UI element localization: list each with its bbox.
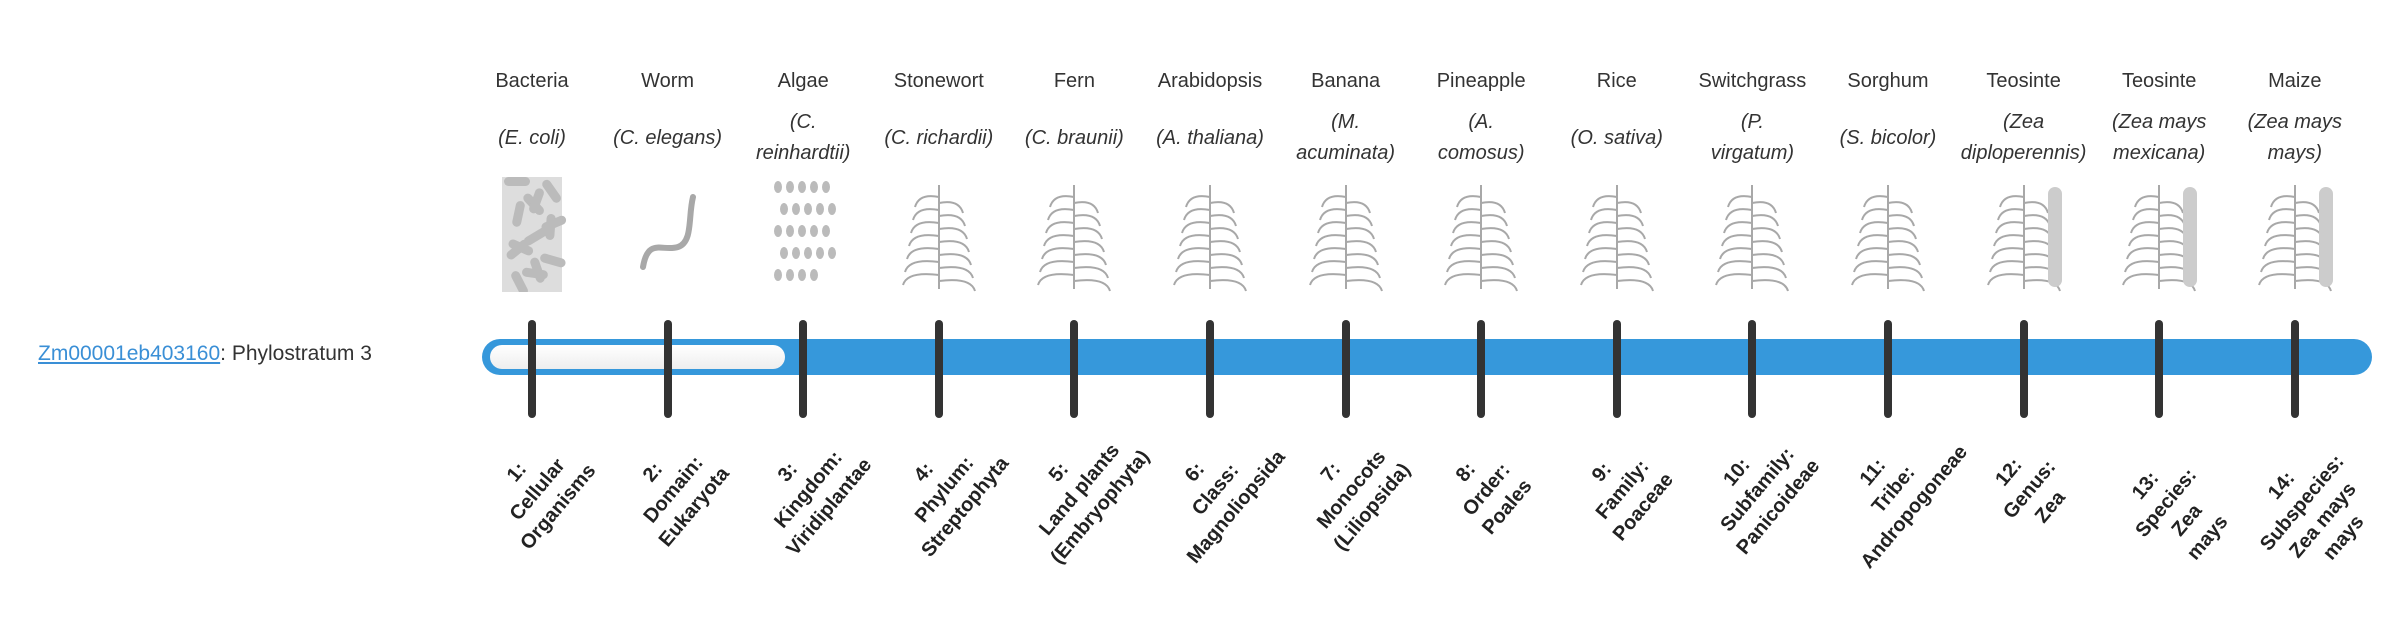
organism-common-name: Teosinte (1986, 70, 2061, 92)
organism-scientific-name: (C. reinhardtii) (755, 111, 851, 164)
arabidopsis-icon (1160, 177, 1260, 292)
stratum-tick (663, 320, 672, 418)
rice-icon (1567, 177, 1667, 292)
stonewort-icon (889, 177, 989, 292)
stratum-tick (1748, 320, 1757, 418)
stratum-tick (934, 320, 943, 418)
fern-icon (1024, 177, 1124, 292)
stratum-tick (1070, 320, 1079, 418)
pineapple-icon (1431, 177, 1531, 292)
organism-common-name: Rice (1596, 70, 1637, 92)
organism-scientific-name: (Zea mays mays) (2247, 111, 2343, 164)
stratum-tick (1884, 320, 1892, 418)
phylostratum-bar (482, 339, 2372, 375)
organism-common-name: Fern (1053, 70, 1095, 92)
banana-icon (1296, 177, 1396, 292)
organism-scientific-name: (C. richardii) (884, 126, 994, 149)
organism-common-name: Bacteria (495, 70, 569, 92)
organism-common-name: Worm (641, 70, 695, 92)
teosinte-icon (2109, 177, 2209, 292)
stratum-tick (1206, 320, 1214, 418)
organism-scientific-name: (A. comosus) (1437, 111, 1525, 164)
stratum-tick (1477, 320, 1486, 418)
organism-scientific-name: (E. coli) (498, 126, 566, 149)
organism-scientific-name: (A. thaliana) (1156, 126, 1264, 149)
stratum-tick (1341, 320, 1350, 418)
organism-common-name: Stonewort (893, 70, 984, 92)
phylostratum-bar-empty-track (490, 345, 786, 369)
stratum-tick (1612, 320, 1621, 418)
switchgrass-icon (1702, 177, 1802, 292)
organism-common-name: Banana (1311, 70, 1381, 92)
teosinte-icon (1974, 177, 2074, 292)
organism-scientific-name: (P. virgatum) (1710, 111, 1795, 164)
bacteria-icon (482, 177, 582, 296)
algae-icon (753, 177, 853, 292)
gene-id-link[interactable]: Zm00001eb403160 (38, 342, 221, 365)
organism-scientific-name: (S. bicolor) (1839, 126, 1937, 149)
organism-common-name: Switchgrass (1698, 70, 1807, 92)
organism-scientific-name: (Zea mays mexicana) (2111, 111, 2207, 164)
stratum-tick (2155, 320, 2164, 418)
stratum-tick (799, 320, 808, 418)
organism-scientific-name: (M. acuminata) (1296, 111, 1396, 164)
organism-common-name: Algae (777, 70, 829, 92)
organism-common-name: Teosinte (2121, 70, 2197, 92)
maize-icon (2245, 177, 2345, 292)
organism-common-name: Pineapple (1436, 70, 1526, 92)
organism-common-name: Sorghum (1847, 70, 1929, 92)
sorghum-icon (1838, 177, 1938, 292)
worm-icon (618, 177, 718, 292)
organism-scientific-name: (C. elegans) (613, 126, 723, 149)
organism-scientific-name: (C. braunii) (1024, 126, 1124, 149)
phylostratum-text: : Phylostratum 3 (220, 342, 372, 365)
organism-common-name: Arabidopsis (1157, 70, 1263, 92)
stratum-tick (2019, 320, 2028, 418)
organism-common-name: Maize (2268, 70, 2322, 92)
gene-phylostratum-label: Zm00001eb403160: Phylostratum 3 (38, 342, 372, 366)
organism-scientific-name: (O. sativa) (1570, 126, 1663, 149)
stratum-tick (528, 320, 536, 418)
organism-scientific-name: (Zea diploperennis) (1960, 111, 2087, 164)
stratum-tick (2290, 320, 2299, 418)
